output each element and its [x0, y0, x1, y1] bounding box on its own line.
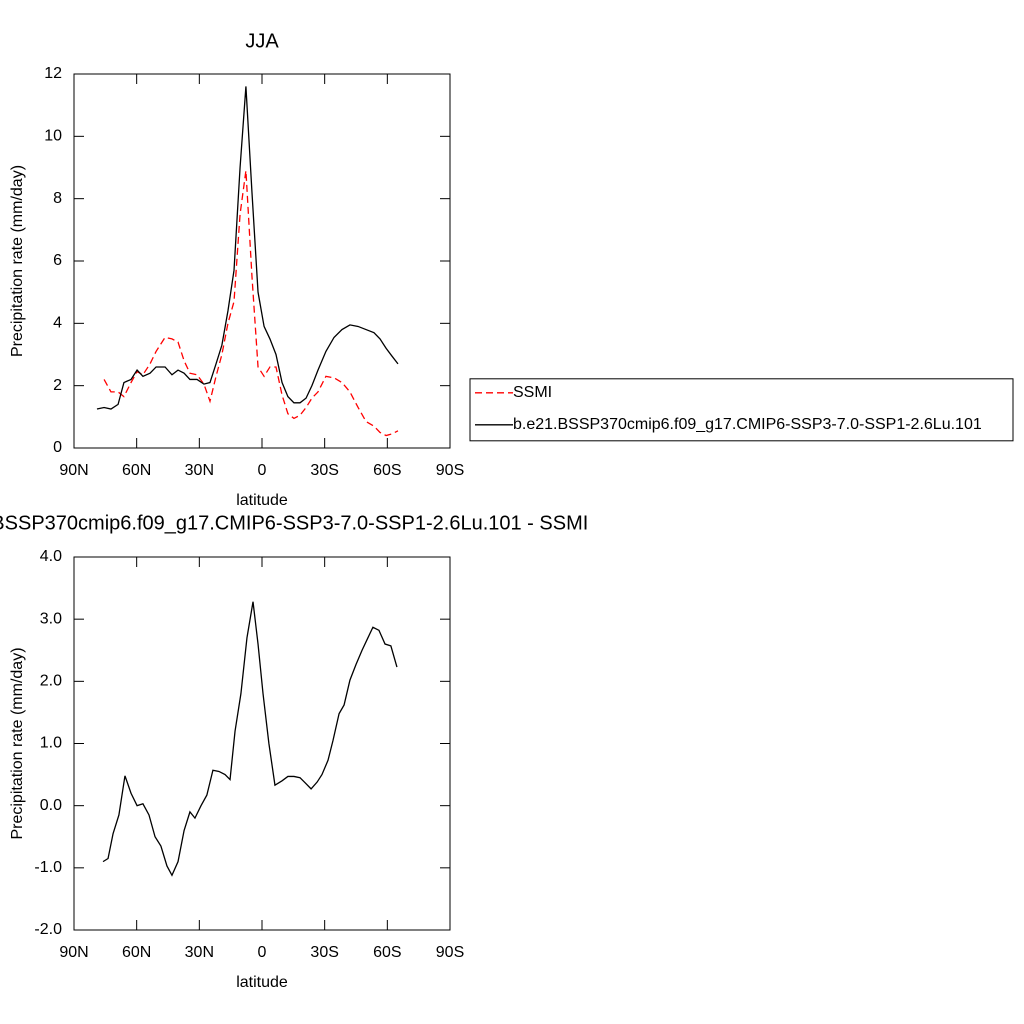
y-tick-label: 1.0: [40, 735, 62, 752]
y-tick-label: -1.0: [34, 859, 62, 876]
x-tick-label: 60S: [373, 944, 401, 961]
x-tick-label: 0: [258, 462, 267, 479]
x-axis-label: latitude: [236, 974, 288, 991]
y-tick-label: 2: [53, 377, 62, 394]
data-line: [102, 601, 398, 877]
legend-label: b.e21.BSSP370cmip6.f09_g17.CMIP6-SSP3-7.…: [513, 416, 982, 433]
x-tick-label: 90S: [436, 462, 464, 479]
x-tick-label: 60N: [122, 944, 151, 961]
x-tick-label: 0: [258, 944, 267, 961]
y-axis-label: Precipitation rate (mm/day): [9, 647, 26, 839]
plot-frame: [73, 556, 451, 931]
y-tick-label: 4.0: [40, 548, 62, 565]
chart-title: JJA: [245, 30, 279, 52]
y-tick-label: -2.0: [34, 921, 62, 938]
y-axis-label: Precipitation rate (mm/day): [9, 165, 26, 357]
y-tick-label: 12: [44, 65, 62, 82]
x-tick-label: 90S: [436, 944, 464, 961]
y-tick-label: 0.0: [40, 797, 62, 814]
x-tick-label: 30S: [310, 462, 338, 479]
data-line: [96, 86, 399, 410]
y-tick-label: 0: [53, 439, 62, 456]
y-tick-label: 10: [44, 128, 62, 145]
chart-title: b.e21.BSSP370cmip6.f09_g17.CMIP6-SSP3-7.…: [0, 512, 588, 534]
x-tick-label: 60N: [122, 462, 151, 479]
legend-label: SSMI: [513, 384, 552, 401]
plot-frame: [73, 73, 451, 449]
legend-box: [469, 378, 1014, 442]
y-tick-label: 4: [53, 315, 62, 332]
x-tick-label: 60S: [373, 462, 401, 479]
y-tick-label: 3.0: [40, 610, 62, 627]
x-tick-label: 30S: [310, 944, 338, 961]
x-tick-label: 30N: [185, 462, 214, 479]
x-tick-label: 30N: [185, 944, 214, 961]
data-line: [103, 170, 399, 437]
y-tick-label: 8: [53, 190, 62, 207]
x-tick-label: 90N: [59, 944, 88, 961]
y-tick-label: 2.0: [40, 673, 62, 690]
x-axis-label: latitude: [236, 492, 288, 509]
x-tick-label: 90N: [59, 462, 88, 479]
y-tick-label: 6: [53, 252, 62, 269]
